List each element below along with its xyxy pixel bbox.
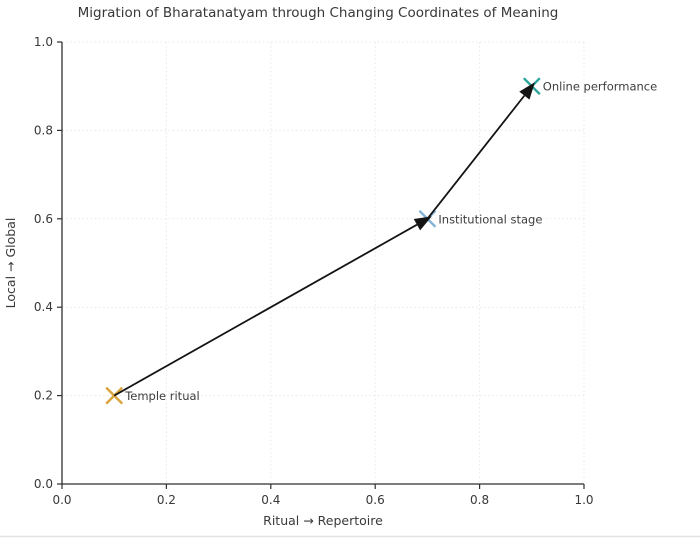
chart-title: Migration of Bharatanatyam through Chang…	[78, 5, 559, 21]
y-tick-label: 0.8	[34, 123, 53, 137]
y-tick-label: 0.4	[34, 300, 53, 314]
x-tick-label: 0.0	[52, 493, 71, 507]
x-tick-label: 0.8	[470, 493, 489, 507]
grid-layer	[61, 41, 585, 485]
y-axis-label: Local → Global	[3, 218, 18, 309]
arrow-shaft	[426, 95, 526, 220]
x-tick-label: 0.4	[261, 493, 280, 507]
y-tick-label: 0.6	[34, 212, 53, 226]
arrow-head	[519, 82, 535, 100]
y-tick-label: 0.0	[34, 477, 53, 491]
arrow-head	[413, 216, 432, 231]
x-tick-label: 0.2	[157, 493, 176, 507]
point-label: Institutional stage	[438, 212, 542, 226]
series-layer: Temple ritual Institutional stage Online p…	[105, 77, 657, 405]
axes-layer: 0.0 0.2 0.4 0.6 0.8 1.0 0.0 0.2 0.4 0.6 0.8 1.0	[34, 35, 594, 507]
x-axis-label: Ritual → Repertoire	[263, 513, 383, 528]
x-tick-label: 1.0	[574, 493, 593, 507]
point-label: Temple ritual	[124, 389, 200, 403]
arrow-shaft	[113, 223, 418, 397]
point-label: Online performance	[543, 80, 657, 94]
y-tick-label: 1.0	[34, 35, 53, 49]
x-tick-label: 0.6	[366, 493, 385, 507]
y-tick-label: 0.2	[34, 389, 53, 403]
